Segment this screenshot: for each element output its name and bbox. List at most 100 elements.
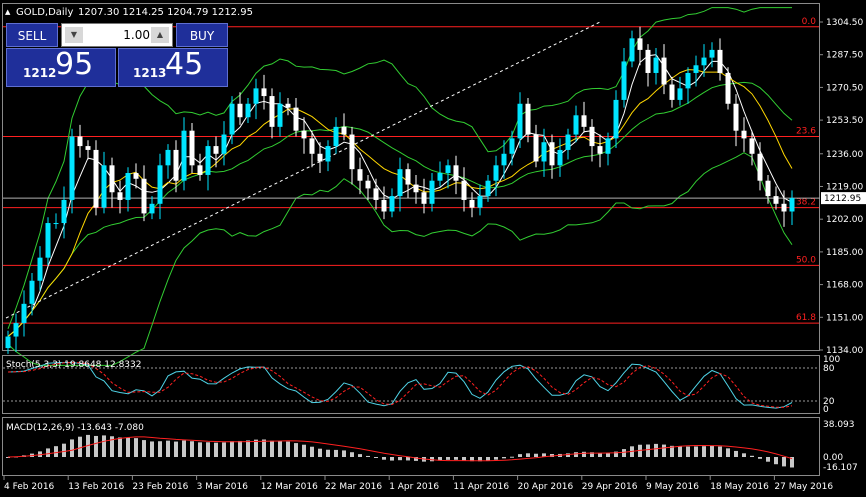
candle-body[interactable]: [493, 165, 499, 181]
candle-body[interactable]: [565, 134, 571, 150]
candle-body[interactable]: [597, 146, 603, 154]
candle-body[interactable]: [133, 173, 139, 179]
candle-body[interactable]: [485, 180, 491, 197]
candle-body[interactable]: [469, 199, 475, 208]
collapse-arrow-icon[interactable]: ▲: [5, 8, 11, 16]
candle-body[interactable]: [229, 103, 235, 135]
buy-quote[interactable]: 1213 45: [118, 47, 228, 87]
candle-body[interactable]: [221, 134, 227, 154]
lot-size-input[interactable]: [86, 26, 150, 44]
candle-body[interactable]: [165, 149, 171, 166]
candle-body[interactable]: [741, 130, 747, 139]
candle-body[interactable]: [357, 169, 363, 181]
candle-body[interactable]: [773, 196, 779, 204]
candle-body[interactable]: [653, 57, 659, 73]
candle-body[interactable]: [717, 49, 723, 73]
candle-body[interactable]: [661, 57, 667, 85]
candle-body[interactable]: [301, 130, 307, 139]
candle-body[interactable]: [613, 99, 619, 139]
candle-body[interactable]: [541, 142, 547, 162]
candle-body[interactable]: [605, 138, 611, 154]
candle-body[interactable]: [173, 149, 179, 181]
candle-body[interactable]: [549, 142, 555, 166]
candle-body[interactable]: [509, 138, 515, 154]
candle-body[interactable]: [757, 153, 763, 181]
candle-body[interactable]: [29, 280, 35, 304]
trendline[interactable]: [5, 21, 601, 319]
price-panel[interactable]: 0.0 23.6 38.2 50.0 61.8 GOLD,Daily 1207.30 1…: [2, 3, 821, 366]
candle-body[interactable]: [213, 146, 219, 154]
candle-body[interactable]: [261, 88, 267, 97]
candle-body[interactable]: [341, 126, 347, 135]
macd-panel[interactable]: MACD(12,26,9) -13.643 -7.080 38.093 0.00…: [2, 417, 858, 476]
candle-body[interactable]: [61, 199, 67, 224]
sell-quote[interactable]: 1212 95: [6, 47, 116, 87]
lot-increase-icon[interactable]: ▲: [151, 27, 169, 43]
candle-body[interactable]: [205, 146, 211, 175]
candle-body[interactable]: [141, 178, 147, 214]
lot-decrease-icon[interactable]: ▼: [65, 27, 83, 43]
candle-body[interactable]: [69, 136, 75, 200]
candle-body[interactable]: [405, 169, 411, 185]
candle-body[interactable]: [149, 203, 155, 214]
candle-body[interactable]: [317, 153, 323, 162]
candle-body[interactable]: [117, 192, 123, 200]
candle-body[interactable]: [421, 192, 427, 204]
candle-body[interactable]: [477, 196, 483, 208]
candle-body[interactable]: [5, 336, 11, 349]
candle-body[interactable]: [621, 61, 627, 100]
candle-body[interactable]: [749, 138, 755, 154]
candles[interactable]: [5, 26, 795, 354]
candle-body[interactable]: [645, 49, 651, 73]
candle-body[interactable]: [381, 199, 387, 212]
candle-body[interactable]: [269, 96, 275, 127]
candle-body[interactable]: [781, 203, 787, 212]
candle-body[interactable]: [573, 115, 579, 135]
candle-body[interactable]: [181, 130, 187, 181]
candle-body[interactable]: [189, 130, 195, 166]
candle-body[interactable]: [53, 223, 59, 225]
candle-body[interactable]: [437, 173, 443, 181]
lot-size-box[interactable]: ▼ ▲: [61, 23, 173, 47]
candle-body[interactable]: [285, 103, 291, 108]
candle-body[interactable]: [349, 134, 355, 170]
candle-body[interactable]: [37, 257, 43, 281]
candle-body[interactable]: [629, 38, 635, 62]
candle-body[interactable]: [517, 103, 523, 139]
candle-body[interactable]: [45, 223, 51, 258]
candle-body[interactable]: [637, 38, 643, 50]
candle-body[interactable]: [429, 180, 435, 204]
candle-body[interactable]: [765, 180, 771, 197]
candle-body[interactable]: [277, 103, 283, 127]
candle-body[interactable]: [237, 103, 243, 118]
candle-body[interactable]: [685, 72, 691, 89]
candle-body[interactable]: [701, 57, 707, 66]
candle-body[interactable]: [373, 188, 379, 200]
candle-body[interactable]: [445, 165, 451, 174]
candle-body[interactable]: [293, 107, 299, 131]
candle-body[interactable]: [413, 184, 419, 193]
candle-body[interactable]: [789, 198, 795, 212]
candle-body[interactable]: [253, 88, 259, 104]
candle-body[interactable]: [309, 138, 315, 154]
candle-body[interactable]: [333, 126, 339, 147]
candle-body[interactable]: [533, 134, 539, 162]
candle-body[interactable]: [77, 136, 83, 147]
candle-body[interactable]: [197, 165, 203, 175]
candle-body[interactable]: [677, 88, 683, 100]
stochastic-panel[interactable]: Stoch(5,3,3) 19.8648 12.8332 100 80 20 0: [2, 355, 841, 415]
candle-body[interactable]: [461, 180, 467, 200]
sell-button[interactable]: SELL: [6, 23, 58, 47]
candle-body[interactable]: [453, 165, 459, 181]
candle-body[interactable]: [101, 165, 107, 208]
candle-body[interactable]: [85, 146, 91, 150]
candle-body[interactable]: [157, 165, 163, 204]
candle-body[interactable]: [669, 84, 675, 100]
candle-body[interactable]: [693, 65, 699, 73]
candle-body[interactable]: [725, 72, 731, 104]
candle-body[interactable]: [21, 303, 27, 324]
candle-body[interactable]: [245, 103, 251, 118]
one-click-trading-panel[interactable]: SELL ▼ ▲ BUY 1212 95 1213 45: [6, 23, 228, 87]
candle-body[interactable]: [589, 126, 595, 147]
candle-body[interactable]: [93, 149, 99, 208]
